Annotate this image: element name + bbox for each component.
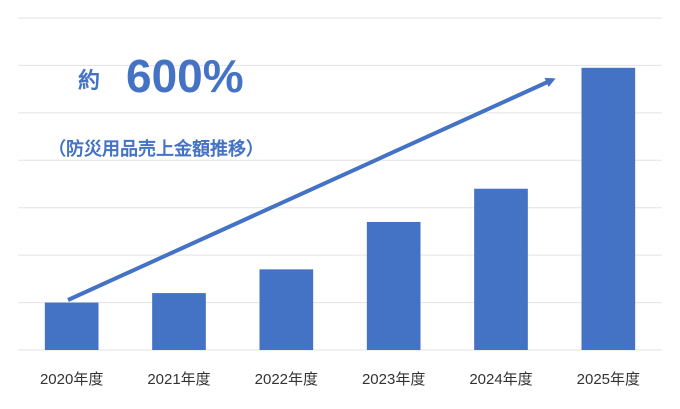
x-tick-label: 2022年度 xyxy=(255,371,318,388)
annotation-prefix: 約 xyxy=(78,68,100,93)
x-tick-label: 2021年度 xyxy=(147,371,210,388)
bar xyxy=(366,221,421,350)
bar xyxy=(474,188,528,350)
subtitle: （防災用品売上金額推移） xyxy=(48,138,264,159)
bar xyxy=(44,302,99,350)
trend-arrow xyxy=(67,77,556,302)
grid xyxy=(18,17,662,351)
x-tick-label: 2020年度 xyxy=(40,371,103,388)
x-tick-label: 2025年度 xyxy=(577,371,640,388)
annotation-headline: 600% xyxy=(126,50,244,102)
x-tick-label: 2023年度 xyxy=(362,371,425,388)
bar xyxy=(259,269,314,350)
bar xyxy=(581,67,636,351)
bars xyxy=(44,67,636,351)
x-tick-label: 2024年度 xyxy=(469,371,532,388)
bar xyxy=(152,293,206,350)
